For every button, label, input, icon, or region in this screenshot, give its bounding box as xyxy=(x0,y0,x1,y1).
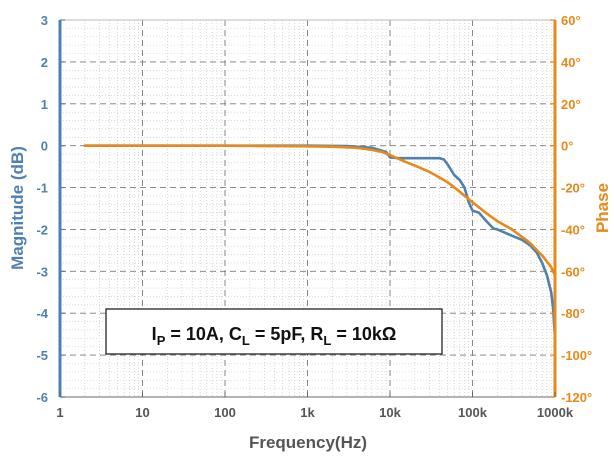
y2-tick-label: 40° xyxy=(561,55,581,70)
axes xyxy=(58,19,557,398)
y-tick-label: 0 xyxy=(41,139,48,154)
y-tick-label: -1 xyxy=(36,181,48,196)
y2-tick-label: -20° xyxy=(561,181,585,196)
x-tick-label: 1000k xyxy=(537,405,574,420)
annotation-text: IP = 10A, CL = 5pF, RL = 10kΩ xyxy=(152,324,397,348)
y-tick-label: -2 xyxy=(36,222,48,237)
annotation-part: = 10A, C xyxy=(165,324,242,344)
annotation-box xyxy=(105,308,443,355)
annotation-part: = 10kΩ xyxy=(331,324,396,344)
x-tick-label: 100k xyxy=(458,405,488,420)
y-tick-label: 2 xyxy=(41,55,48,70)
annotation-group: IP = 10A, CL = 5pF, RL = 10kΩ xyxy=(105,308,443,355)
y-tick-label: 1 xyxy=(41,97,48,112)
y2-tick-label: 0° xyxy=(561,139,573,154)
y-tick-label: -3 xyxy=(36,264,48,279)
x-tick-label: 1 xyxy=(56,405,63,420)
y-tick-label: -4 xyxy=(36,306,48,321)
y-tick-label: 3 xyxy=(41,13,48,28)
annotation-part: = 5pF, R xyxy=(250,324,324,344)
y-tick-label: -6 xyxy=(36,390,48,405)
y2-axis-label: Phase xyxy=(593,183,612,233)
y2-tick-label: -120° xyxy=(561,390,592,405)
annotation-part: I xyxy=(152,324,157,344)
y-tick-label: -5 xyxy=(36,348,48,363)
phase-line xyxy=(83,144,557,277)
y-axis-label: Magnitude (dB) xyxy=(8,146,27,270)
annotation-part: L xyxy=(323,333,331,348)
y2-tick-label: -40° xyxy=(561,222,585,237)
y2-tick-label: -80° xyxy=(561,306,585,321)
series-group xyxy=(83,144,557,340)
x-tick-label: 10k xyxy=(379,405,401,420)
magnitude-line xyxy=(83,144,557,340)
x-tick-label: 100 xyxy=(214,405,236,420)
x-tick-label: 10 xyxy=(135,405,149,420)
y2-tick-label: -100° xyxy=(561,348,592,363)
y2-tick-label: 60° xyxy=(561,13,581,28)
annotation-part: L xyxy=(242,333,250,348)
x-axis-label: Frequency(Hz) xyxy=(249,433,367,452)
tick-labels: 1 10 100 1k 10k 100k 1000k3210-1-2-3-4-5-660°4… xyxy=(36,13,592,420)
annotation-part: P xyxy=(157,333,166,348)
y2-tick-label: 20° xyxy=(561,97,581,112)
x-tick-label: 1k xyxy=(300,405,315,420)
y2-tick-label: -60° xyxy=(561,264,585,279)
